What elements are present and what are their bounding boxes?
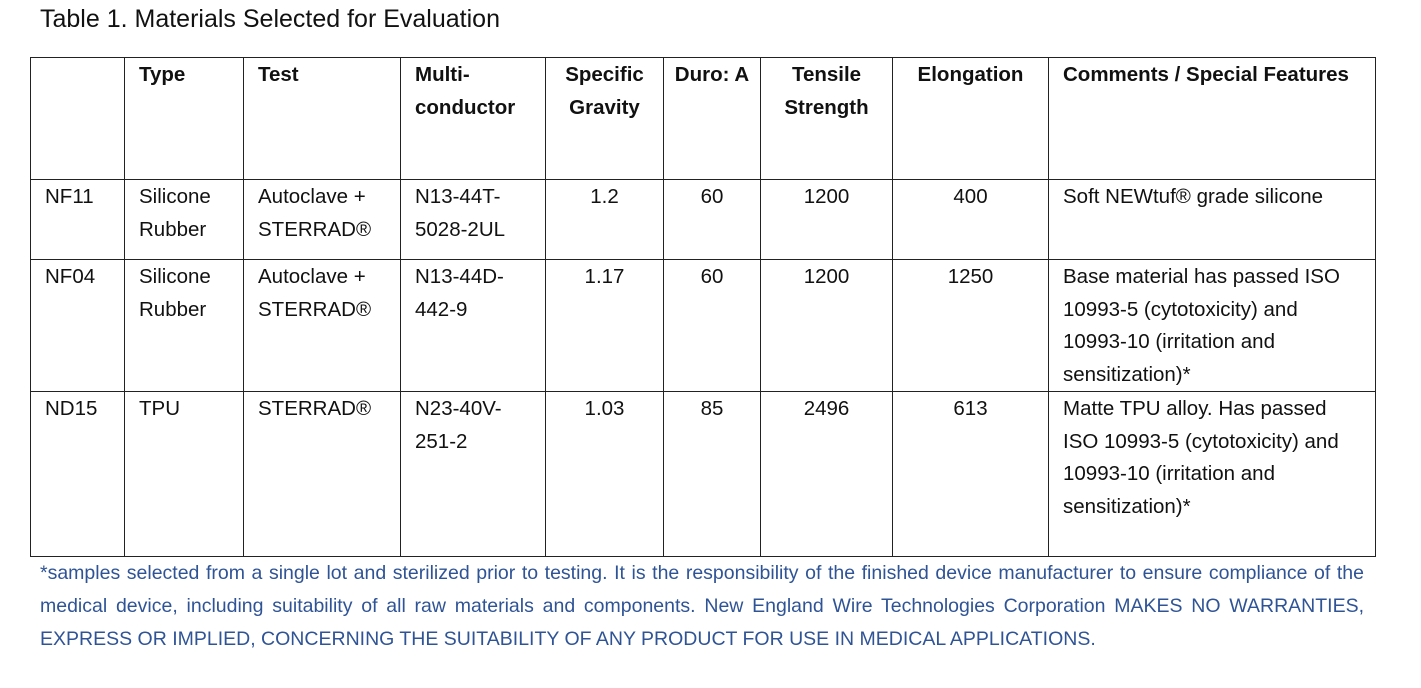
table-row: NF04 Silicone Rubber Autoclave + STERRAD® N… — [30, 259, 1376, 392]
cell: N23-40V-251-2 — [400, 391, 546, 557]
cell: NF11 — [30, 179, 125, 260]
cell: N13-44T-5028-2UL — [400, 179, 546, 260]
cell: Soft NEWtuf® grade silicone — [1048, 179, 1376, 260]
cell: 1.03 — [545, 391, 664, 557]
cell: 2496 — [760, 391, 893, 557]
header-cell: Type — [124, 57, 244, 180]
header-cell: Tensile Strength — [760, 57, 893, 180]
cell: 1.2 — [545, 179, 664, 260]
cell: Matte TPU alloy. Has passed ISO 10993-5 … — [1048, 391, 1376, 557]
cell: Autoclave + STERRAD® — [243, 259, 401, 392]
cell: 60 — [663, 259, 761, 392]
footnote: *samples selected from a single lot and … — [40, 562, 1364, 650]
table-row: ND15 TPU STERRAD® N23-40V-251-2 1.03 85 2496 61… — [30, 391, 1376, 557]
cell: 400 — [892, 179, 1049, 260]
cell: 1200 — [760, 259, 893, 392]
cell: 1.17 — [545, 259, 664, 392]
cell: Silicone Rubber — [124, 179, 244, 260]
cell: Base material has passed ISO 10993-5 (cy… — [1048, 259, 1376, 392]
header-cell — [30, 57, 125, 180]
cell: 1250 — [892, 259, 1049, 392]
cell: TPU — [124, 391, 244, 557]
cell: 1200 — [760, 179, 893, 260]
cell: Autoclave + STERRAD® — [243, 179, 401, 260]
cell: 60 — [663, 179, 761, 260]
header-cell: Specific Gravity — [545, 57, 664, 180]
cell: 85 — [663, 391, 761, 557]
table-row: NF11 Silicone Rubber Autoclave + STERRAD® N… — [30, 179, 1376, 260]
cell: Silicone Rubber — [124, 259, 244, 392]
cell: N13-44D-442-9 — [400, 259, 546, 392]
cell: ND15 — [30, 391, 125, 557]
header-cell: Multi-conductor — [400, 57, 546, 180]
header-cell: Elongation — [892, 57, 1049, 180]
table-title: Table 1. Materials Selected for Evaluati… — [40, 5, 500, 33]
header-cell: Comments / Special Features — [1048, 57, 1376, 180]
cell: NF04 — [30, 259, 125, 392]
header-cell: Test — [243, 57, 401, 180]
header-row: Type Test Multi-conductor Specific Gravity D… — [30, 57, 1376, 180]
header-cell: Duro: A — [663, 57, 761, 180]
cell: 613 — [892, 391, 1049, 557]
cell: STERRAD® — [243, 391, 401, 557]
materials-table: Type Test Multi-conductor Specific Gravity D… — [30, 57, 1376, 557]
